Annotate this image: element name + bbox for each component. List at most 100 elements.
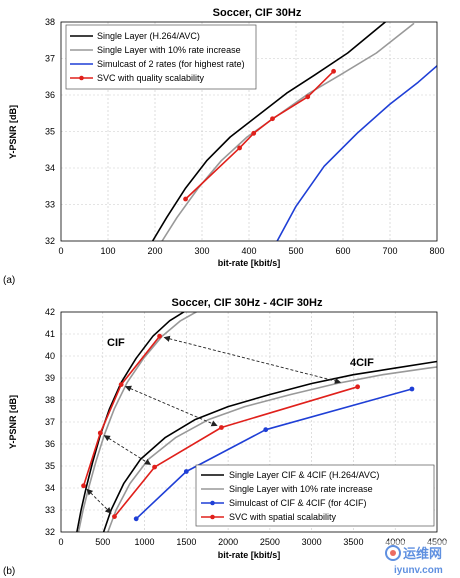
series-line-3-0 [184,70,335,200]
chart-b-y-axis-label: Y-PSNR [dB] [8,395,18,449]
data-point [118,382,124,387]
y-tick-label: 36 [45,439,55,449]
x-tick-label: 400 [241,246,256,256]
y-tick-label: 35 [45,127,55,137]
series-line-3-1 [113,385,359,518]
watermark-dot-icon [390,550,396,556]
watermark-swirl-icon [385,545,401,561]
data-point [81,483,86,489]
y-tick-label: 38 [45,395,55,405]
comparison-arrow [124,385,218,427]
x-tick-label: 0 [58,246,63,256]
y-tick-label: 32 [45,527,55,537]
y-tick-label: 36 [45,90,55,100]
chart-a-legend: Single Layer (H.264/AVC) Single Layer wi… [65,24,257,90]
y-tick-label: 39 [45,373,55,383]
x-tick-label: 1000 [135,537,155,547]
legend-marker [79,75,84,81]
chart-b-series [76,312,437,532]
chart-b-legend-item: Single Layer with 10% rate increase [201,484,373,494]
chart-a-legend-item: SVC with quality scalability [70,73,205,83]
data-point [270,116,275,122]
x-tick-label: 200 [147,246,162,256]
x-tick-label: 600 [335,246,350,256]
x-tick-label: 3500 [343,537,363,547]
chart-b-title: Soccer, CIF 30Hz - 4CIF 30Hz [172,297,323,309]
data-point [251,130,257,136]
chart-b-legend: Single Layer CIF & 4CIF (H.264/AVC) Sing… [195,464,435,527]
legend-label: Single Layer CIF & 4CIF (H.264/AVC) [229,470,379,480]
y-tick-label: 42 [45,307,55,317]
legend-label: Simulcast of 2 rates (for highest rate) [97,59,245,69]
data-point [157,333,162,339]
data-point [97,430,103,436]
chart-a: Soccer, CIF 30Hz 0 100 200 300 400 500 600 700 8… [3,7,445,286]
chart-a-plot-area [60,21,438,242]
legend-label: SVC with spatial scalability [229,512,337,522]
x-tick-label: 2500 [260,537,280,547]
series-line-1-1 [107,366,437,532]
y-tick-label: 37 [45,54,55,64]
data-point [263,427,269,433]
data-point [183,469,189,474]
chart-b-ticks: 0 500 1000 1500 2000 2500 3000 3500 4000 4500 32 33… [45,307,447,547]
chart-b-legend-box [195,464,435,527]
y-tick-label: 35 [45,461,55,471]
x-tick-label: 3000 [302,537,322,547]
x-tick-label: 4500 [427,537,447,547]
chart-b: Soccer, CIF 30Hz - 4CIF 30Hz 0 500 1000 150… [3,297,447,577]
data-point [355,384,361,390]
y-tick-label: 33 [45,200,55,210]
series-line-0-0 [76,312,185,532]
x-tick-label: 100 [100,246,115,256]
data-point [409,386,415,392]
y-tick-label: 38 [45,17,55,27]
x-tick-label: 0 [58,537,63,547]
chart-b-plot-area [60,311,438,533]
chart-a-ticks: 0 100 200 300 400 500 600 700 800 32 33 34 35 36 37 38 [45,17,445,256]
y-tick-label: 37 [45,417,55,427]
data-point [133,516,139,522]
y-tick-label: 41 [45,329,55,339]
comparison-arrow [163,335,342,384]
data-point [152,464,157,470]
chart-a-y-axis-label: Y-PSNR [dB] [8,105,18,159]
data-point [305,94,311,100]
y-tick-label: 33 [45,505,55,515]
y-tick-label: 34 [45,483,55,493]
x-tick-label: 2000 [218,537,238,547]
series-line-0-0 [151,22,387,241]
data-point [183,196,188,202]
chart-a-legend-item: Single Layer with 10% rate increase [70,45,241,55]
chart-b-arrows [86,335,342,514]
y-tick-label: 34 [45,163,55,173]
data-point [331,68,336,74]
comparison-arrow [103,435,152,465]
chart-a-legend-item: Simulcast of 2 rates (for highest rate) [70,59,245,69]
chart-b-legend-item: Simulcast of CIF & 4CIF (for 4CIF) [201,498,367,508]
legend-marker [210,514,215,520]
legend-label: Single Layer with 10% rate increase [97,45,241,55]
chart-a-title: Soccer, CIF 30Hz [213,7,302,19]
x-tick-label: 500 [288,246,303,256]
x-tick-label: 1500 [176,537,196,547]
legend-label: Single Layer with 10% rate increase [229,484,373,494]
data-point [237,145,243,151]
chart-b-legend-item: SVC with spatial scalability [201,512,337,522]
data-point [112,514,117,519]
watermark-chinese-text: 运维网 [403,546,442,561]
comparison-arrow [86,488,112,514]
watermark-logo: 运维网 iyunv.com [383,541,458,576]
chart-a-panel-label: (a) [3,275,15,286]
series-line-2-0 [276,65,437,241]
y-tick-label: 32 [45,236,55,246]
chart-a-legend-item: Single Layer (H.264/AVC) [70,31,200,41]
x-tick-label: 300 [194,246,209,256]
series-line-3-0 [82,335,161,487]
chart-b-region-label-4cif: 4CIF [350,357,374,369]
chart-b-legend-item: Single Layer CIF & 4CIF (H.264/AVC) [201,470,379,480]
chart-b-x-axis-label: bit-rate [kbit/s] [218,550,281,560]
chart-b-region-label-cif: CIF [107,337,125,349]
chart-a-series [151,22,437,241]
chart-a-x-axis-label: bit-rate [kbit/s] [218,258,281,268]
